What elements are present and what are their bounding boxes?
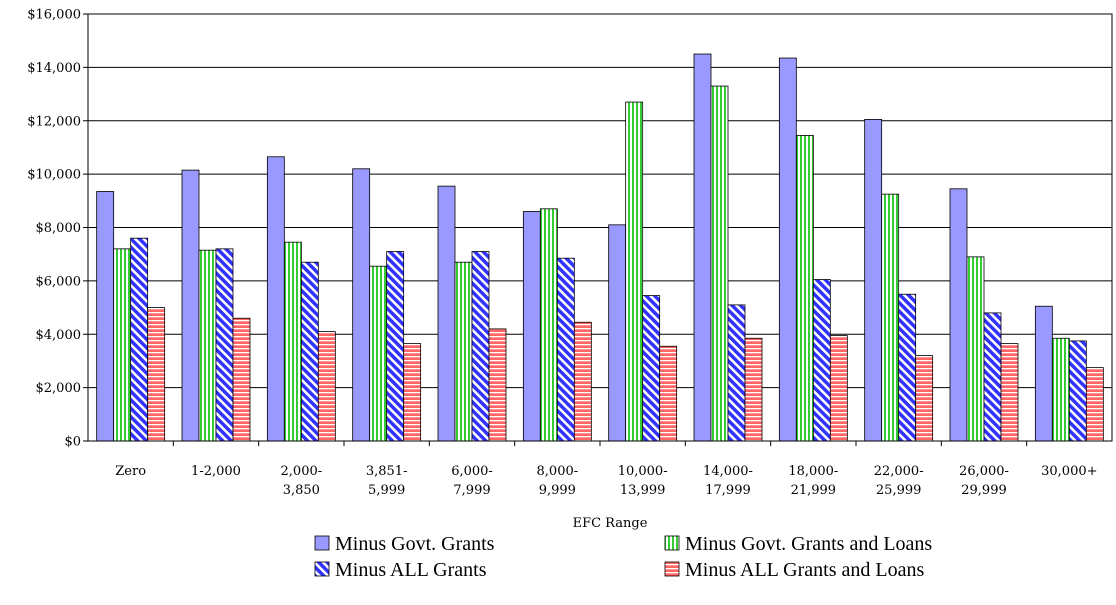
- y-axis: $0 $2,000 $4,000 $6,000 $8,000 $10,000 $12,000…: [27, 8, 1113, 450]
- bar: [454, 261, 473, 442]
- x-tick-label: 2,000-: [281, 464, 323, 479]
- bar: [539, 208, 558, 442]
- x-tick-label: 3,850: [283, 483, 320, 498]
- y-tick-label: $0: [64, 435, 81, 450]
- legend-swatch: [664, 535, 680, 551]
- bar: [795, 135, 814, 442]
- bar: [710, 85, 729, 442]
- x-tick-label: 30,000+: [1041, 464, 1097, 479]
- bar: [317, 331, 336, 442]
- y-tick-label: $16,000: [27, 8, 81, 23]
- bar: [198, 249, 217, 442]
- x-tick-label: 6,000-: [451, 464, 493, 479]
- x-tick-label: 26,000-: [959, 464, 1009, 479]
- x-tick-label: 9,999: [539, 483, 576, 498]
- bar: [573, 321, 592, 442]
- bar: [147, 307, 166, 442]
- bar: [181, 169, 200, 442]
- bar: [659, 345, 678, 442]
- x-tick-label: 21,999: [791, 483, 837, 498]
- y-tick-label: $2,000: [36, 381, 82, 396]
- legend-label: Minus ALL Grants and Loans: [685, 559, 924, 581]
- bar: [1068, 340, 1087, 442]
- legend-swatch: [664, 561, 680, 577]
- bar: [300, 261, 319, 442]
- bar: [727, 304, 746, 442]
- bar: [1085, 367, 1104, 442]
- x-tick-label: 13,999: [620, 483, 666, 498]
- bar: [1034, 305, 1053, 442]
- bar: [744, 337, 763, 442]
- legend: Minus Govt. Grants Minus Govt. Grants and…: [314, 533, 932, 581]
- y-tick-label: $10,000: [27, 168, 81, 183]
- bar: [915, 355, 934, 442]
- x-tick-label: 8,000-: [537, 464, 579, 479]
- x-tick-label: 3,851-: [366, 464, 408, 479]
- y-tick-label: $14,000: [27, 61, 81, 76]
- x-axis-title: EFC Range: [573, 516, 648, 531]
- bar: [471, 251, 490, 442]
- bar: [608, 224, 627, 442]
- x-axis: Zero 1-2,000 2,000- 3,850 3,851- 5,999 6,000- 7…: [88, 440, 1112, 498]
- bar: [215, 248, 234, 442]
- bar: [232, 317, 251, 442]
- x-tick-label: 1-2,000: [191, 464, 241, 479]
- bar: [949, 188, 968, 442]
- x-tick-label: 29,999: [961, 483, 1007, 498]
- bar: [96, 191, 115, 442]
- y-tick-label: $8,000: [36, 221, 82, 236]
- x-tick-label: 5,999: [368, 483, 405, 498]
- bars: [96, 53, 1104, 442]
- bar: [829, 335, 848, 442]
- bar: [113, 248, 132, 442]
- y-tick-label: $4,000: [36, 328, 82, 343]
- y-tick-label: $12,000: [27, 114, 81, 129]
- legend-label: Minus Govt. Grants: [335, 533, 495, 555]
- legend-label: Minus ALL Grants: [335, 559, 487, 581]
- bar: [488, 328, 507, 442]
- x-tick-label: 7,999: [453, 483, 490, 498]
- bar: [283, 241, 302, 442]
- bar: [642, 295, 661, 442]
- bar: [1000, 343, 1019, 442]
- bar: [898, 293, 917, 442]
- legend-swatch: [314, 561, 330, 577]
- x-tick-label: 25,999: [876, 483, 922, 498]
- bar: [386, 251, 405, 442]
- bar: [522, 211, 541, 442]
- x-tick-label: 22,000-: [874, 464, 924, 479]
- bar: [266, 156, 285, 442]
- bar: [966, 256, 985, 442]
- bar: [403, 343, 422, 442]
- bar: [437, 185, 456, 442]
- bar: [352, 168, 371, 442]
- x-tick-label: 17,999: [705, 483, 751, 498]
- y-tick-label: $6,000: [36, 274, 82, 289]
- legend-label: Minus Govt. Grants and Loans: [685, 533, 932, 555]
- bar: [1051, 337, 1070, 442]
- bar: [556, 257, 575, 442]
- x-tick-label: 14,000-: [703, 464, 753, 479]
- bar: [369, 265, 388, 442]
- legend-swatch: [314, 535, 330, 551]
- bar: [812, 279, 831, 442]
- x-tick-label: Zero: [115, 464, 146, 479]
- x-tick-label: 18,000-: [788, 464, 838, 479]
- bar: [625, 101, 644, 442]
- bar: [778, 57, 797, 442]
- bar: [881, 193, 900, 442]
- bar: [864, 119, 883, 442]
- bar: [983, 312, 1002, 442]
- x-tick-label: 10,000-: [618, 464, 668, 479]
- bar: [693, 53, 712, 442]
- bar: [130, 237, 149, 442]
